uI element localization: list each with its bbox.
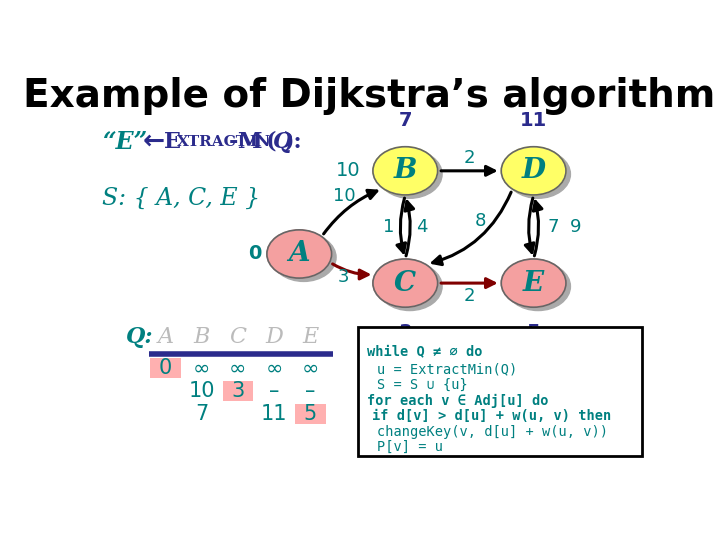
Circle shape [373,259,438,307]
Text: 4: 4 [416,218,428,236]
Text: 10: 10 [189,381,215,401]
FancyBboxPatch shape [358,327,642,456]
Text: while Q ≠ ∅ do: while Q ≠ ∅ do [367,345,483,359]
Text: B: B [194,326,210,348]
Text: 8: 8 [475,212,486,230]
Text: u = ExtractMin(Q): u = ExtractMin(Q) [377,362,518,376]
Text: 9: 9 [570,218,581,236]
Text: A: A [289,240,310,267]
Text: 10: 10 [336,161,360,180]
Text: S: { A, C, E }: S: { A, C, E } [102,186,261,210]
Text: 1: 1 [383,218,395,236]
Text: 7: 7 [195,404,208,424]
Text: ∞: ∞ [229,359,246,379]
Text: XTRACT: XTRACT [176,134,248,149]
Text: S = S ∪ {u}: S = S ∪ {u} [377,378,468,392]
Text: 10: 10 [333,187,355,205]
FancyBboxPatch shape [295,404,325,424]
Text: D: D [521,157,546,184]
Text: 3: 3 [231,381,245,401]
Text: if d[v] > d[u] + w(u, v) then: if d[v] > d[u] + w(u, v) then [372,409,611,423]
Circle shape [271,233,336,281]
Text: “E”: “E” [102,130,148,154]
Text: A: A [157,326,174,348]
Text: D: D [265,326,283,348]
Text: Q: Q [273,131,292,153]
Text: 7: 7 [547,218,559,236]
Text: for each v ∈ Adj[u] do: for each v ∈ Adj[u] do [367,394,549,408]
Text: E: E [523,269,544,296]
Text: Example of Dijkstra’s algorithm: Example of Dijkstra’s algorithm [23,77,715,115]
Circle shape [377,262,442,310]
Circle shape [505,150,570,198]
Text: 5: 5 [304,404,317,424]
Text: ∞: ∞ [266,359,283,379]
Text: Q:: Q: [126,326,154,348]
Circle shape [267,230,332,278]
Text: E: E [164,131,181,153]
FancyBboxPatch shape [150,359,181,379]
Circle shape [501,147,566,195]
Text: –: – [305,381,315,401]
Text: ∞: ∞ [193,359,210,379]
Text: C: C [395,269,416,296]
Text: 0: 0 [158,359,172,379]
Text: 3: 3 [338,268,350,286]
Text: ):: ): [284,131,303,153]
Text: ∞: ∞ [302,359,319,379]
Text: 11: 11 [261,404,287,424]
Text: C: C [230,326,246,348]
Circle shape [373,147,438,195]
Text: 0: 0 [248,245,261,264]
FancyBboxPatch shape [222,381,253,401]
Text: 11: 11 [520,111,547,131]
Text: changeKey(v, d[u] + w(u, v)): changeKey(v, d[u] + w(u, v)) [377,426,608,440]
Text: E: E [302,326,318,348]
Text: B: B [394,157,417,184]
Text: –: – [269,381,279,401]
Text: (: ( [266,131,276,153]
Text: IN: IN [249,134,270,149]
Circle shape [377,150,442,198]
Text: P[v] = u: P[v] = u [377,440,444,454]
Text: M: M [237,131,261,153]
Text: 3: 3 [399,323,412,342]
Text: ←: ← [143,129,165,155]
Circle shape [501,259,566,307]
Text: 2: 2 [464,287,475,305]
Text: 5: 5 [527,323,541,342]
Text: 2: 2 [464,150,475,167]
Text: -: - [228,131,238,153]
Text: 7: 7 [399,111,412,131]
Circle shape [505,262,570,310]
